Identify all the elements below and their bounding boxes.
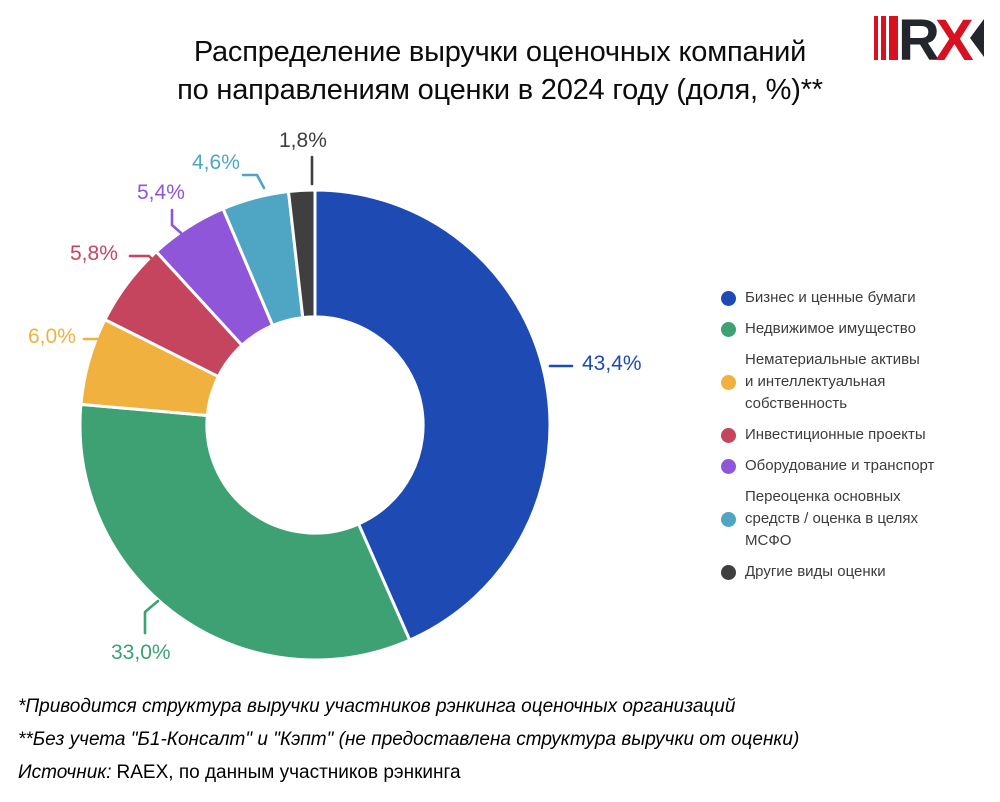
source-text: RAEX, по данным участников рэнкинга <box>116 762 461 783</box>
legend-label: Оборудование и транспорт <box>745 457 935 474</box>
footnote-2: **Без учета "Б1-Консалт" и "Кэпт" (не пр… <box>18 729 800 750</box>
slice-value-label: 1,8% <box>279 129 327 152</box>
chart-title: Распределение выручки оценочных компаний… <box>0 33 1000 109</box>
logo-stripe <box>889 16 898 60</box>
legend-item: Другие виды оценки <box>721 561 934 583</box>
logo-stripe <box>881 16 886 60</box>
legend-label: Нематериальные активы и интеллектуальная… <box>745 351 920 412</box>
chart-title-line1: Распределение выручки оценочных компаний <box>193 36 807 68</box>
footnote-1: *Приводится структура выручки участников… <box>18 696 736 717</box>
slice-value-label: 5,4% <box>137 181 185 204</box>
slice-value-label: 5,8% <box>70 242 118 265</box>
slice-value-label: 33,0% <box>111 641 171 664</box>
legend-item: Переоценка основных средств / оценка в ц… <box>721 486 934 552</box>
source-label: Источник: <box>18 762 112 783</box>
slice-value-label: 6,0% <box>28 325 76 348</box>
legend-label: Другие виды оценки <box>745 563 886 580</box>
legend-marker <box>721 564 736 580</box>
donut-chart <box>78 188 552 662</box>
legend-item: Бизнес и ценные бумаги <box>721 287 934 309</box>
logo-letter-x: X <box>935 12 974 64</box>
logo-arrow-icon <box>970 19 984 57</box>
legend: Бизнес и ценные бумаги Недвижимое имущес… <box>721 287 934 583</box>
legend-label: Недвижимое имущество <box>745 320 916 337</box>
raex-logo: R X <box>874 12 984 64</box>
chart-title-line2: по направлениям оценки в 2024 году (доля… <box>177 74 823 106</box>
legend-label: Инвестиционные проекты <box>745 426 926 443</box>
legend-marker <box>721 511 736 527</box>
logo-letter-r: R <box>898 12 940 64</box>
legend-marker <box>721 458 736 474</box>
legend-marker <box>721 290 736 306</box>
legend-item: Недвижимое имущество <box>721 318 934 340</box>
legend-item: Нематериальные активы и интеллектуальная… <box>721 349 934 415</box>
footnotes: *Приводится структура выручки участников… <box>18 690 982 789</box>
legend-label: Бизнес и ценные бумаги <box>745 289 916 306</box>
legend-item: Инвестиционные проекты <box>721 424 934 446</box>
legend-label: Переоценка основных средств / оценка в ц… <box>745 488 919 549</box>
logo-stripe <box>874 16 878 60</box>
legend-marker <box>721 321 736 337</box>
legend-marker <box>721 427 736 443</box>
slice-value-label: 43,4% <box>582 352 642 375</box>
donut-slice <box>78 402 412 662</box>
slice-value-label: 4,6% <box>192 151 240 174</box>
legend-marker <box>721 374 736 390</box>
source-line: Источник: RAEX, по данным участников рэнк… <box>18 756 982 789</box>
donut-slice <box>313 188 552 642</box>
legend-item: Оборудование и транспорт <box>721 455 934 477</box>
donut-slice <box>286 188 317 320</box>
